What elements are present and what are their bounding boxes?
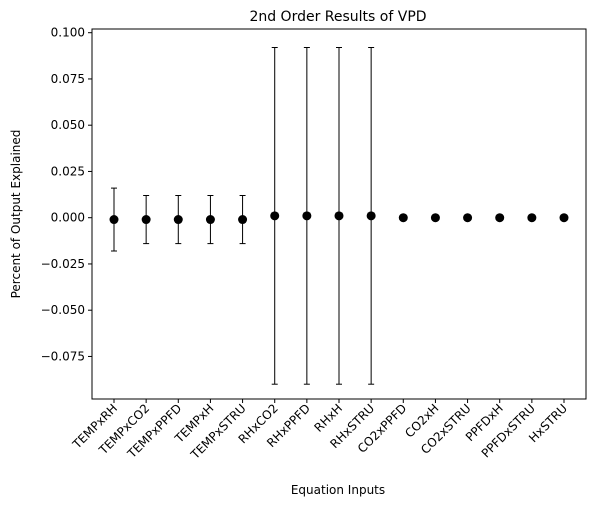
data-point	[527, 213, 537, 223]
data-point	[430, 213, 440, 223]
y-axis: 0.100 0.075 0.050 0.025 0.000 −0.025 −0.050 −0.…	[41, 26, 92, 363]
x-axis: TEMPxRHTEMPxCO2TEMPxPPFDTEMPxHTEMPxSTRUR…	[69, 399, 570, 463]
chart-title: 2nd Order Results of VPD	[249, 9, 426, 25]
y-tick-label: −0.075	[41, 349, 85, 363]
y-tick-label: 0.100	[51, 26, 85, 40]
data-point	[334, 211, 344, 221]
data-points	[109, 211, 569, 225]
data-point	[495, 213, 505, 223]
data-point	[205, 215, 215, 225]
data-point	[109, 215, 119, 225]
data-point	[398, 213, 408, 223]
y-tick-label: 0.000	[51, 211, 85, 225]
data-point	[270, 211, 280, 221]
data-point	[559, 213, 569, 223]
data-point	[463, 213, 473, 223]
y-tick-label: −0.025	[41, 257, 85, 271]
x-axis-label: Equation Inputs	[291, 483, 385, 497]
data-point	[302, 211, 312, 221]
y-tick-label: 0.075	[51, 72, 85, 86]
y-tick-label: 0.025	[51, 164, 85, 178]
y-axis-label: Percent of Output Explained	[9, 130, 23, 299]
data-point	[366, 211, 376, 221]
y-tick-label: −0.050	[41, 303, 85, 317]
y-tick-label: 0.050	[51, 118, 85, 132]
data-point	[141, 215, 151, 225]
data-point	[238, 215, 248, 225]
data-point	[173, 215, 183, 225]
